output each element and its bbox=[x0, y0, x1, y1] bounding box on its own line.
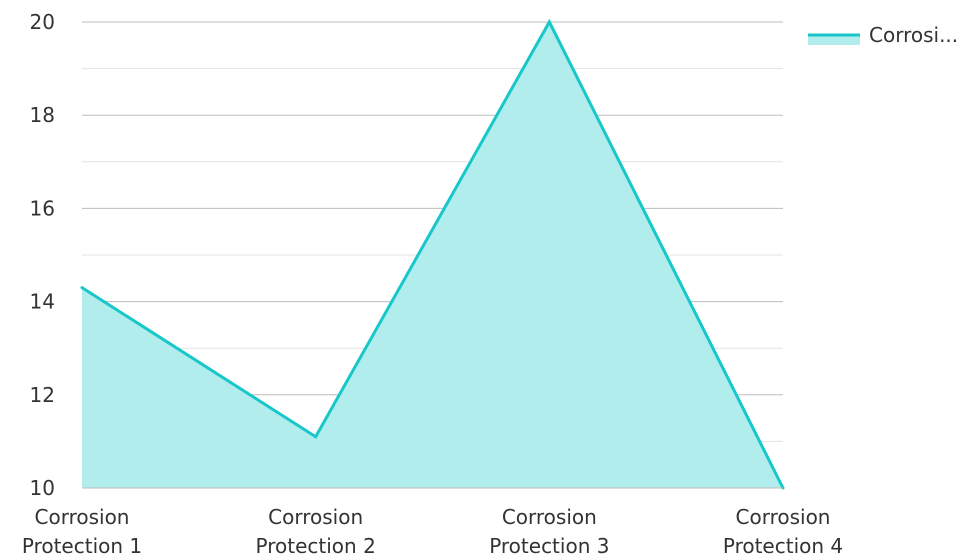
data-point[interactable] bbox=[314, 435, 318, 439]
x-category-label: Corrosion Protection 2 bbox=[256, 505, 376, 558]
x-axis: Corrosion Protection 1 Corrosion Protection… bbox=[22, 505, 843, 558]
series-area-layer bbox=[80, 18, 785, 490]
data-point[interactable] bbox=[547, 20, 551, 24]
legend-label: Corrosi... bbox=[869, 23, 958, 47]
y-tick-label: 12 bbox=[30, 383, 55, 407]
y-tick-label: 20 bbox=[30, 10, 55, 34]
y-tick-label: 16 bbox=[30, 196, 55, 220]
y-tick-label: 18 bbox=[30, 103, 55, 127]
data-point[interactable] bbox=[80, 286, 84, 290]
x-category-label: Corrosion Protection 3 bbox=[489, 505, 609, 558]
y-axis: 10 12 14 16 18 20 bbox=[30, 10, 55, 500]
y-tick-label: 10 bbox=[30, 476, 55, 500]
series-area-fill bbox=[82, 22, 783, 488]
y-tick-label: 14 bbox=[30, 290, 55, 314]
legend-swatch-fill bbox=[808, 35, 860, 45]
x-category-label: Corrosion Protection 1 bbox=[22, 505, 142, 558]
x-category-label: Corrosion Protection 4 bbox=[723, 505, 843, 558]
legend[interactable]: Corrosi... bbox=[808, 23, 958, 47]
series-line bbox=[81, 18, 785, 489]
